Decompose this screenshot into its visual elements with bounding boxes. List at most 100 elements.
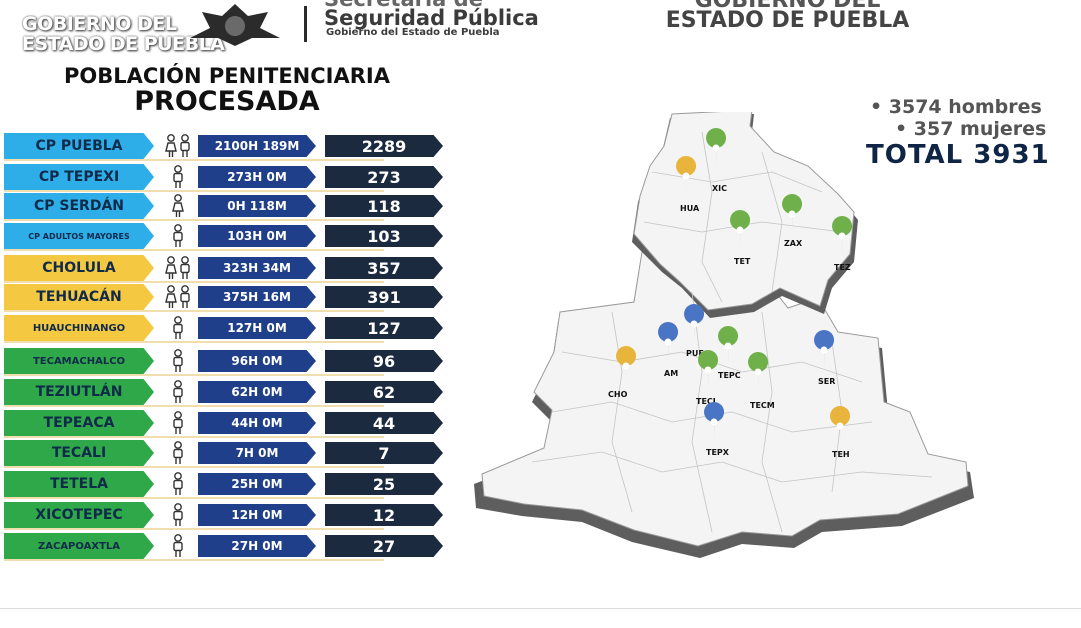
svg-text:XIC: XIC xyxy=(712,184,727,193)
row-underline xyxy=(4,528,384,530)
male-person-icon xyxy=(173,472,183,495)
population-icon xyxy=(160,194,196,218)
row-underline xyxy=(4,341,384,343)
men-women-count: 25H 0M xyxy=(198,473,316,495)
prison-name: TEHUACÁN xyxy=(4,284,154,310)
population-icon xyxy=(160,472,196,496)
men-women-count: 7H 0M xyxy=(198,442,316,464)
male-person-icon xyxy=(173,349,183,372)
svg-text:TEPX: TEPX xyxy=(706,448,730,457)
male-person-icon xyxy=(173,503,183,526)
row-total: 27 xyxy=(325,535,443,557)
prison-name: TEPEACA xyxy=(4,410,154,436)
row-total: 7 xyxy=(325,442,443,464)
population-icon xyxy=(160,224,196,248)
population-icon xyxy=(160,503,196,527)
ssp-title-line1: Secretaría de xyxy=(324,0,539,9)
prison-name: CP PUEBLA xyxy=(4,133,154,159)
map-pin-xic: XIC xyxy=(706,128,727,193)
men-women-count: 62H 0M xyxy=(198,381,316,403)
prison-row: CP ADULTOS MAYORES 103H 0M 103 xyxy=(4,223,444,251)
men-women-count: 44H 0M xyxy=(198,412,316,434)
row-underline xyxy=(4,190,384,192)
men-women-count: 27H 0M xyxy=(198,535,316,557)
row-total: 12 xyxy=(325,504,443,526)
ssp-subtitle: Gobierno del Estado de Puebla xyxy=(326,27,500,38)
male-person-icon xyxy=(173,411,183,434)
male-person-icon xyxy=(173,165,183,188)
svg-text:SER: SER xyxy=(818,377,835,386)
estado-title-line1: GOBIERNO DEL xyxy=(640,0,935,10)
prison-name: XICOTEPEC xyxy=(4,502,154,528)
puebla-map: XIC HUA ZAX TET TEZ PUE AM TEPC SER xyxy=(474,112,974,558)
bottom-divider xyxy=(0,608,1081,609)
population-icon xyxy=(160,285,196,309)
prison-name: CP SERDÁN xyxy=(4,193,154,219)
population-icon xyxy=(160,316,196,340)
map-pin-teh: TEH xyxy=(830,406,851,459)
page-title-line1: POBLACIÓN PENITENCIARIA xyxy=(64,64,390,88)
row-underline xyxy=(4,310,384,312)
map-pin-tepc: TEPC xyxy=(718,326,741,380)
row-total: 103 xyxy=(325,225,443,247)
population-icon xyxy=(160,256,196,280)
men-women-count: 375H 16M xyxy=(198,286,316,308)
svg-text:TET: TET xyxy=(734,257,751,266)
prison-row: ZACAPOAXTLA 27H 0M 27 xyxy=(4,533,444,561)
row-total: 96 xyxy=(325,350,443,372)
prison-row: CHOLULA 323H 34M 357 xyxy=(4,255,444,283)
prison-row: HUAUCHINANGO 127H 0M 127 xyxy=(4,315,444,343)
men-women-count: 0H 118M xyxy=(198,195,316,217)
map-pin-cho: CHO xyxy=(608,346,637,399)
female-male-pair-icon xyxy=(165,285,190,308)
men-women-count: 96H 0M xyxy=(198,350,316,372)
male-person-icon xyxy=(173,534,183,557)
row-total: 118 xyxy=(325,195,443,217)
prison-row: TECALI 7H 0M 7 xyxy=(4,440,444,468)
svg-text:TECM: TECM xyxy=(750,401,775,410)
prison-name: CP ADULTOS MAYORES xyxy=(4,223,154,249)
svg-text:TEH: TEH xyxy=(832,450,850,459)
female-male-pair-icon xyxy=(165,134,190,157)
svg-text:TEZ: TEZ xyxy=(834,263,851,272)
population-icon xyxy=(160,441,196,465)
men-women-count: 127H 0M xyxy=(198,317,316,339)
prison-name: CP TEPEXI xyxy=(4,164,154,190)
row-underline xyxy=(4,249,384,251)
svg-text:HUA: HUA xyxy=(680,204,700,213)
prison-row: CP TEPEXI 273H 0M 273 xyxy=(4,164,444,192)
men-women-count: 103H 0M xyxy=(198,225,316,247)
row-total: 127 xyxy=(325,317,443,339)
summary-men-value: 3574 hombres xyxy=(888,96,1042,118)
row-total: 273 xyxy=(325,166,443,188)
male-person-icon xyxy=(173,316,183,339)
map-pin-pue: PUE xyxy=(684,304,705,358)
row-underline xyxy=(4,497,384,499)
svg-text:TEPC: TEPC xyxy=(718,371,741,380)
male-person-icon xyxy=(173,380,183,403)
ssp-title: Secretaría de Seguridad Pública xyxy=(324,0,539,30)
prison-row: CP PUEBLA 2100H 189M 2289 xyxy=(4,133,444,161)
map-pin-zax: ZAX xyxy=(782,194,803,248)
men-women-count: 273H 0M xyxy=(198,166,316,188)
prison-row: TETELA 25H 0M 25 xyxy=(4,471,444,499)
male-person-icon xyxy=(173,224,183,247)
svg-text:PUE: PUE xyxy=(686,349,704,358)
municipality-lines xyxy=(531,131,933,533)
female-person-icon xyxy=(172,194,184,217)
prison-row: TEHUACÁN 375H 16M 391 xyxy=(4,284,444,312)
prison-name: ZACAPOAXTLA xyxy=(4,533,154,559)
gob-logo-line1: GOBIERNO DEL xyxy=(22,13,177,35)
population-icon xyxy=(160,134,196,158)
estado-title-line2: ESTADO DE PUEBLA xyxy=(665,8,910,33)
prison-name: TETELA xyxy=(4,471,154,497)
population-icon xyxy=(160,380,196,404)
map-pin-am: AM xyxy=(658,322,678,378)
row-total: 62 xyxy=(325,381,443,403)
prison-name: CHOLULA xyxy=(4,255,154,281)
prison-row: TEZIUTLÁN 62H 0M 62 xyxy=(4,379,444,407)
ssp-title-line2: Seguridad Pública xyxy=(324,6,539,30)
row-underline xyxy=(4,281,384,283)
estado-title: GOBIERNO DEL ESTADO DE PUEBLA xyxy=(640,0,935,32)
svg-text:CHO: CHO xyxy=(608,390,628,399)
